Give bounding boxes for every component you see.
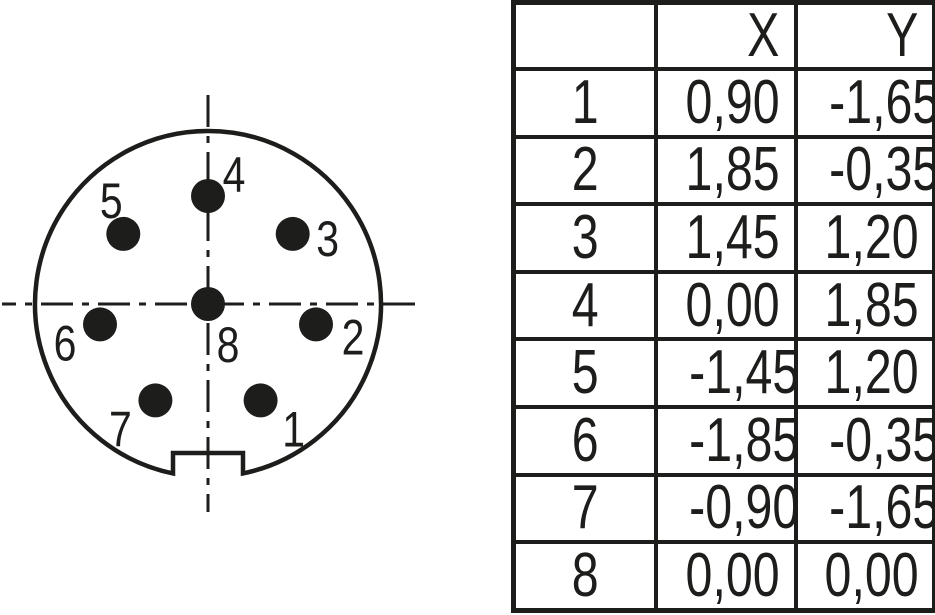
pin-number-cell: 7 [511, 472, 658, 545]
x-value-cell-text: 1,45 [685, 203, 780, 273]
pin-3-dot [275, 216, 310, 251]
x-value-cell: 0,00 [653, 269, 798, 342]
pin-number-cell-text: 3 [571, 203, 599, 273]
pin-row-2: 2 1,85 -0,35 [511, 134, 935, 207]
y-value-cell: -0,35 [793, 405, 935, 477]
y-value-cell-text: 0,00 [824, 541, 919, 611]
pin-1-dot [243, 383, 278, 418]
pin-number-cell: 2 [511, 134, 658, 207]
pin-6-label: 6 [54, 316, 77, 372]
x-value-cell-text: 0,90 [685, 67, 780, 137]
pin-6-dot [83, 307, 117, 342]
pin-5-dot [106, 216, 141, 251]
x-value-cell-text: 0,00 [685, 541, 780, 611]
y-value-cell: 1,20 [793, 202, 935, 274]
pin-4-label: 4 [223, 147, 246, 203]
pin-row-4: 4 0,00 1,85 [511, 269, 935, 342]
x-value-cell: 0,90 [653, 67, 798, 139]
pin-number-cell: 4 [511, 269, 658, 342]
y-column-header: Y [793, 0, 935, 71]
pin-5-label: 5 [100, 173, 123, 229]
y-value-cell-text: 1,20 [824, 203, 919, 273]
table-header-row: X Y [511, 0, 935, 71]
y-value-cell-text: 1,85 [824, 270, 919, 340]
pin-8-dot [191, 287, 225, 321]
pin-number-cell-text: 4 [571, 270, 599, 340]
pin-number-cell: 5 [511, 337, 658, 410]
pin-number-cell: 1 [511, 67, 658, 139]
pin-number-cell-text: 5 [571, 338, 599, 408]
pin-coordinates-table: X Y 1 0,90 -1,65 2 1,85 -0,35 3 1,45 1,20 4 0,00 1,… [511, 0, 935, 613]
pin-number-cell-text: 1 [571, 67, 599, 137]
pin-number-cell: 8 [511, 540, 658, 613]
pin-row-1: 1 0,90 -1,65 [511, 67, 935, 139]
y-value-cell-text: 1,20 [824, 338, 919, 408]
x-value-cell: -0,90 [653, 472, 799, 545]
pin-row-5: 5 -1,45 1,20 [511, 337, 935, 410]
pin-number-cell: 3 [511, 202, 658, 274]
pin-7-label: 7 [109, 402, 132, 458]
x-column-header: X [653, 0, 798, 71]
pin-row-7: 7 -0,90 -1,65 [511, 472, 935, 545]
x-value-cell: 1,85 [653, 134, 798, 207]
y-value-cell: 1,20 [793, 337, 935, 410]
pin-4-dot [191, 179, 225, 213]
pin-8-label: 8 [217, 317, 240, 373]
y-value-cell-text: -1,65 [828, 67, 935, 137]
y-value-cell-text: -0,35 [828, 405, 935, 475]
y-value-cell-text: -1,65 [828, 473, 935, 543]
y-value-cell: -0,35 [793, 134, 935, 207]
pin-number-cell-text: 6 [571, 405, 599, 475]
pin-number-cell-text: 8 [571, 541, 599, 611]
x-value-cell: -1,85 [653, 405, 799, 477]
y-value-cell: -1,65 [793, 472, 935, 545]
y-value-cell: 0,00 [793, 540, 935, 613]
x-value-cell: 0,00 [653, 540, 798, 613]
y-value-cell: -1,65 [793, 67, 935, 139]
x-value-cell: -1,45 [653, 337, 799, 410]
connector-pinout-diagram: 123 4 5 67 8 [2, 95, 417, 512]
pin-2-label: 2 [342, 310, 365, 366]
x-value-cell-text: -0,90 [688, 473, 799, 543]
pin-number-cell-text: 2 [571, 135, 599, 205]
y-value-cell-text: -0,35 [828, 135, 935, 205]
x-value-cell: 1,45 [653, 202, 798, 274]
connector-shell-outline [32, 128, 384, 477]
pin-7-dot [138, 383, 173, 418]
pin-number-cell: 6 [511, 405, 658, 477]
pin-column-header [511, 0, 658, 71]
pin-row-6: 6 -1,85 -0,35 [511, 405, 935, 477]
x-value-cell-text: 0,00 [685, 270, 780, 340]
pin-row-3: 3 1,45 1,20 [511, 202, 935, 274]
pin-2-dot [299, 307, 333, 342]
pin-row-8: 8 0,00 0,00 [511, 540, 935, 613]
pin-3-label: 3 [316, 211, 339, 267]
x-value-cell-text: -1,85 [688, 405, 799, 475]
y-value-cell: 1,85 [793, 269, 935, 342]
x-value-cell-text: 1,85 [685, 135, 780, 205]
pin-number-cell-text: 7 [571, 473, 599, 543]
x-value-cell-text: -1,45 [688, 338, 799, 408]
pin-1-label: 1 [282, 402, 305, 458]
